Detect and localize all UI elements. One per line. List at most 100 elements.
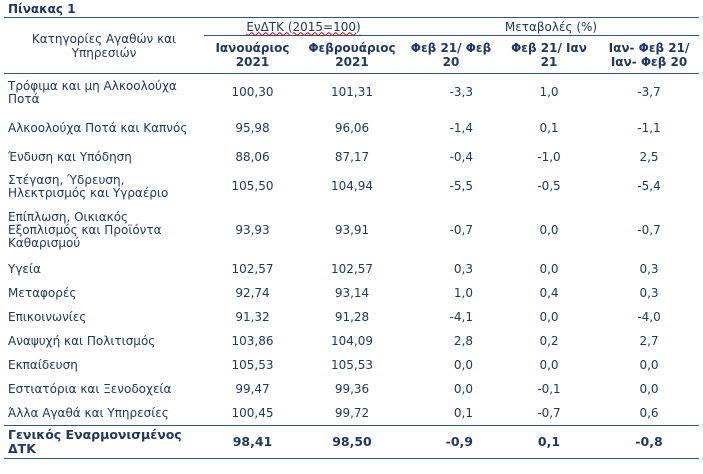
change-mom-value: 0,4 bbox=[539, 286, 559, 300]
change-cumulative-value: 0,3 bbox=[639, 262, 659, 276]
table-row: Εκπαίδευση 105,53 105,53 0,0 0,0 0,0 bbox=[4, 354, 699, 378]
change-cumulative-header: Ιαν- Φεβ 21/ Ιαν- Φεβ 20 bbox=[599, 35, 700, 74]
change-mom-value: 0,0 bbox=[539, 310, 559, 324]
jan-value: 100,30 bbox=[231, 85, 274, 100]
total-jan-value: 98,41 bbox=[204, 425, 301, 459]
table-row: Τρόφιμα και μη Αλκοολούχα Ποτά 100,30 10… bbox=[4, 74, 699, 112]
table-title: Πίνακας 1 bbox=[8, 2, 76, 16]
category-cell: Στέγαση, Ύδρευση, Ηλεκτρισμός και Υγραέρ… bbox=[8, 172, 169, 200]
jan-value: 105,50 bbox=[231, 179, 274, 193]
table-header: Κατηγορίες Αγαθών και Υπηρεσιών ΕνΔΤΚ (2… bbox=[4, 17, 700, 74]
jan-value: 93,93 bbox=[235, 223, 270, 237]
change-mom-value: 1,0 bbox=[539, 85, 559, 100]
change-cumulative-value: 2,5 bbox=[639, 150, 659, 164]
table-row: Εστιατόρια και Ξενοδοχεία 99,47 99,36 0,… bbox=[4, 378, 699, 402]
change-yoy-value: 0,3 bbox=[453, 262, 473, 276]
jan-value: 92,74 bbox=[235, 286, 270, 300]
table-row: Ένδυση και Υπόδηση 88,06 87,17 -0,4 -1,0… bbox=[4, 146, 699, 170]
change-cumulative-value: 2,7 bbox=[639, 334, 659, 348]
change-yoy-value: -3,3 bbox=[449, 85, 473, 100]
jan-value: 103,86 bbox=[231, 334, 274, 348]
category-cell: Άλλα Αγαθά και Υπηρεσίες bbox=[8, 405, 169, 420]
index-group-label: ΕνΔΤΚ (2015=100) bbox=[246, 19, 361, 34]
feb-value: 91,28 bbox=[334, 310, 370, 324]
change-cumulative-value: -1,1 bbox=[637, 121, 661, 135]
category-cell: Τρόφιμα και μη Αλκοολούχα Ποτά bbox=[8, 78, 177, 106]
feb-value: 104,94 bbox=[331, 179, 373, 193]
jan-value: 102,57 bbox=[231, 262, 274, 276]
feb-value: 93,91 bbox=[334, 223, 370, 237]
total-feb-value: 98,50 bbox=[301, 425, 403, 459]
category-cell: Υγεία bbox=[8, 262, 41, 276]
table-row: Στέγαση, Ύδρευση, Ηλεκτρισμός και Υγραέρ… bbox=[4, 170, 699, 204]
change-mom-value: 0,2 bbox=[539, 334, 559, 348]
feb-value: 105,53 bbox=[331, 358, 373, 372]
change-cumulative-value: -5,4 bbox=[637, 179, 661, 193]
table-row: Άλλα Αγαθά και Υπηρεσίες 100,45 99,72 0,… bbox=[4, 402, 699, 426]
category-cell: Αλκοολούχα Ποτά και Καπνός bbox=[8, 121, 188, 135]
total-change-cumulative-value: -0,8 bbox=[599, 425, 700, 459]
jan-value: 100,45 bbox=[231, 405, 274, 420]
table-row: Αναψυχή και Πολιτισμός 103,86 104,09 2,8… bbox=[4, 330, 699, 354]
change-cumulative-value: -3,7 bbox=[637, 85, 661, 100]
feb-value: 102,57 bbox=[331, 262, 373, 276]
table-row: Επίπλωση, Οικιακός Εξοπλισμός και Προϊόν… bbox=[4, 204, 699, 258]
change-cumulative-value: 0,6 bbox=[639, 405, 659, 420]
category-cell: Ένδυση και Υπόδηση bbox=[8, 150, 132, 164]
category-cell: Επίπλωση, Οικιακός Εξοπλισμός και Προϊόν… bbox=[8, 210, 162, 250]
change-yoy-value: -0,4 bbox=[449, 150, 473, 164]
category-cell: Εστιατόρια και Ξενοδοχεία bbox=[8, 382, 172, 396]
change-mom-value: 0,1 bbox=[539, 121, 559, 135]
change-cumulative-value: 0,0 bbox=[639, 382, 659, 396]
change-yoy-value: -1,4 bbox=[449, 121, 473, 135]
change-yoy-value: 1,0 bbox=[453, 286, 473, 300]
change-mom-value: 0,0 bbox=[539, 262, 559, 276]
change-cumulative-value: -0,7 bbox=[637, 223, 661, 237]
feb-value: 104,09 bbox=[331, 334, 373, 348]
change-yoy-value: 0,0 bbox=[453, 382, 473, 396]
change-cumulative-value: 0,0 bbox=[639, 358, 659, 372]
table-row: Υγεία 102,57 102,57 0,3 0,0 0,3 bbox=[4, 258, 699, 282]
category-cell: Μεταφορές bbox=[8, 286, 77, 300]
change-mom-header: Φεβ 21/ Ιαν 21 bbox=[499, 35, 599, 74]
change-cumulative-value: 0,3 bbox=[639, 286, 659, 300]
index-group-header: ΕνΔΤΚ (2015=100) bbox=[204, 17, 403, 36]
category-cell: Αναψυχή και Πολιτισμός bbox=[8, 334, 156, 348]
change-yoy-value: -0,7 bbox=[449, 223, 473, 237]
total-change-mom-value: 0,1 bbox=[499, 425, 599, 459]
jan-header: Ιανουάριος 2021 bbox=[204, 35, 301, 74]
feb-value: 96,06 bbox=[334, 121, 370, 135]
change-yoy-value: 0,1 bbox=[453, 405, 473, 420]
change-yoy-value: -5,5 bbox=[449, 179, 473, 193]
cpi-table: Κατηγορίες Αγαθών και Υπηρεσιών ΕνΔΤΚ (2… bbox=[4, 17, 700, 459]
table-row: Αλκοολούχα Ποτά και Καπνός 95,98 96,06 -… bbox=[4, 112, 699, 146]
total-category-cell: Γενικός Εναρμονισμένος ΔΤΚ bbox=[4, 425, 204, 459]
change-mom-value: 0,0 bbox=[539, 223, 559, 237]
feb-value: 93,14 bbox=[334, 286, 370, 300]
total-change-yoy-value: -0,9 bbox=[403, 425, 499, 459]
category-header: Κατηγορίες Αγαθών και Υπηρεσιών bbox=[4, 17, 204, 74]
change-yoy-value: 0,0 bbox=[453, 358, 473, 372]
change-mom-value: -1,0 bbox=[537, 150, 561, 164]
table-body: Τρόφιμα και μη Αλκοολούχα Ποτά 100,30 10… bbox=[4, 74, 700, 459]
feb-value: 101,31 bbox=[331, 85, 373, 100]
feb-value: 99,36 bbox=[334, 382, 370, 396]
total-row: Γενικός Εναρμονισμένος ΔΤΚ 98,41 98,50 -… bbox=[4, 425, 700, 459]
feb-value: 99,72 bbox=[334, 405, 370, 420]
change-mom-value: -0,5 bbox=[537, 179, 561, 193]
change-mom-value: -0,1 bbox=[537, 382, 561, 396]
change-yoy-value: 2,8 bbox=[453, 334, 473, 348]
change-mom-value: 0,0 bbox=[539, 358, 559, 372]
table-row: Μεταφορές 92,74 93,14 1,0 0,4 0,3 bbox=[4, 282, 699, 306]
jan-value: 99,47 bbox=[235, 382, 270, 396]
jan-value: 95,98 bbox=[235, 121, 270, 135]
category-cell: Εκπαίδευση bbox=[8, 358, 78, 372]
table-row: Επικοινωνίες 91,32 91,28 -4,1 0,0 -4,0 bbox=[4, 306, 699, 330]
change-cumulative-value: -4,0 bbox=[637, 310, 661, 324]
feb-header: Φεβρουάριος 2021 bbox=[301, 35, 403, 74]
jan-value: 91,32 bbox=[235, 310, 270, 324]
jan-value: 105,53 bbox=[231, 358, 274, 372]
change-yoy-header: Φεβ 21/ Φεβ 20 bbox=[403, 35, 499, 74]
changes-group-header: Μεταβολές (%) bbox=[403, 17, 700, 36]
